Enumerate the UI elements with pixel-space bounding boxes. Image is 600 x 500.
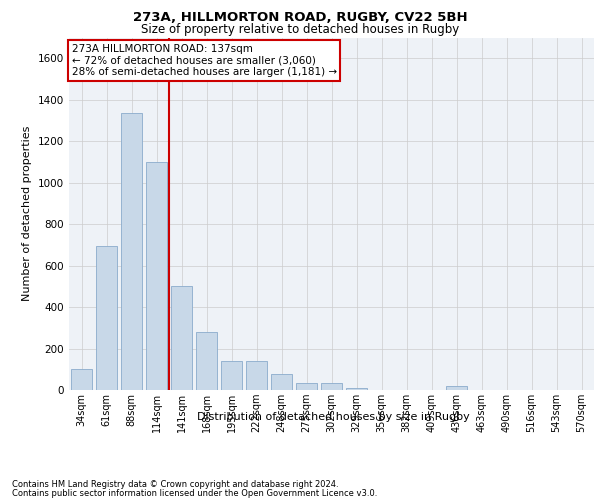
Bar (121, 113, 142, 390)
Bar (171, 286, 192, 390)
Bar (221, 361, 242, 390)
Bar (321, 382, 342, 390)
Bar (71, 370, 92, 390)
Text: Contains HM Land Registry data © Crown copyright and database right 2024.: Contains HM Land Registry data © Crown c… (12, 480, 338, 489)
Y-axis label: Number of detached properties: Number of detached properties (22, 126, 32, 302)
Bar (271, 374, 292, 390)
Bar (146, 162, 167, 390)
Bar (296, 382, 317, 390)
Text: 273A HILLMORTON ROAD: 137sqm
← 72% of detached houses are smaller (3,060)
28% of: 273A HILLMORTON ROAD: 137sqm ← 72% of de… (71, 44, 337, 77)
Bar (96, 246, 117, 390)
Bar (196, 332, 217, 390)
Bar (446, 386, 467, 390)
Text: Size of property relative to detached houses in Rugby: Size of property relative to detached ho… (141, 22, 459, 36)
Text: Distribution of detached houses by size in Rugby: Distribution of detached houses by size … (197, 412, 469, 422)
Bar (346, 388, 367, 390)
Text: 273A, HILLMORTON ROAD, RUGBY, CV22 5BH: 273A, HILLMORTON ROAD, RUGBY, CV22 5BH (133, 11, 467, 24)
Text: Contains public sector information licensed under the Open Government Licence v3: Contains public sector information licen… (12, 488, 377, 498)
Bar (246, 361, 267, 390)
